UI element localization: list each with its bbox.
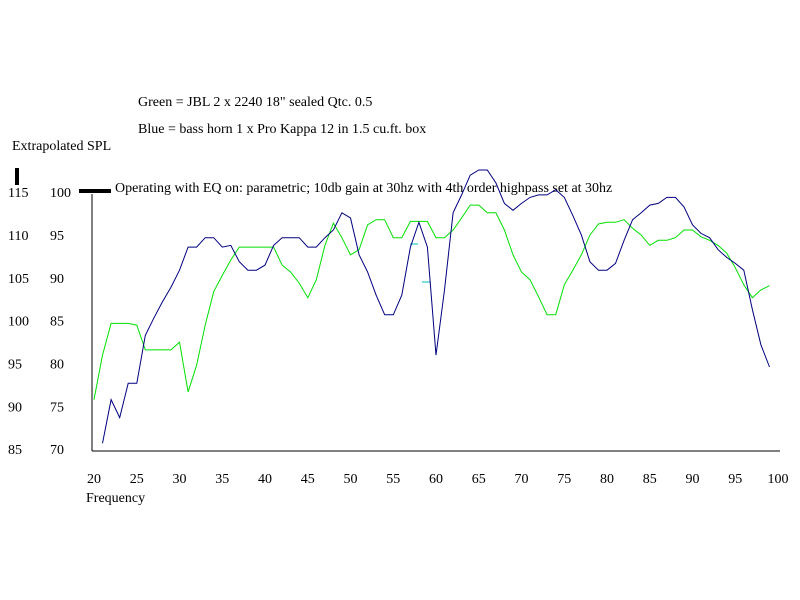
y2-tick-label: 105 <box>8 272 29 287</box>
x-tick-label: 55 <box>386 472 400 487</box>
x-tick-label: 40 <box>258 472 272 487</box>
chart-subtitle: Blue = bass horn 1 x Pro Kappa 12 in 1.5… <box>138 122 426 137</box>
x-tick-label: 65 <box>472 472 486 487</box>
y2-tick-label: 115 <box>8 186 28 201</box>
x-tick-label: 50 <box>344 472 358 487</box>
x-tick-label: 70 <box>515 472 529 487</box>
x-tick-label: 75 <box>557 472 571 487</box>
y-tick-label: 75 <box>50 400 64 415</box>
series-line <box>102 169 770 444</box>
y-tick-label: 80 <box>50 358 64 373</box>
y-tick-label: 85 <box>50 315 64 330</box>
y-tick-label: 90 <box>50 272 64 287</box>
x-tick-label: 90 <box>686 472 700 487</box>
chart-title: Green = JBL 2 x 2240 18" sealed Qtc. 0.5 <box>138 95 372 110</box>
x-tick-label: 80 <box>600 472 614 487</box>
y2-tick-label: 95 <box>8 358 22 373</box>
x-axis-label: Frequency <box>86 491 145 506</box>
y-axis-label: Extrapolated SPL <box>12 139 111 154</box>
y2-tick-label: 100 <box>8 315 29 330</box>
y2-tick-label: 110 <box>8 229 28 244</box>
x-tick-label: 100 <box>768 472 789 487</box>
x-tick-label: 20 <box>87 472 101 487</box>
annotation: Operating with EQ on: parametric; 10db g… <box>115 181 612 196</box>
y-tick-label: 95 <box>50 229 64 244</box>
y-tick-label: 100 <box>50 186 71 201</box>
y2-tick-label: 90 <box>8 400 22 415</box>
series-line <box>93 204 770 400</box>
x-tick-label: 85 <box>643 472 657 487</box>
y2-tick-label: 85 <box>8 443 22 458</box>
x-tick-label: 25 <box>130 472 144 487</box>
x-tick-label: 45 <box>301 472 315 487</box>
y-tick-label: 70 <box>50 443 64 458</box>
x-tick-label: 60 <box>429 472 443 487</box>
x-tick-label: 35 <box>215 472 229 487</box>
x-tick-label: 95 <box>728 472 742 487</box>
x-tick-label: 30 <box>173 472 187 487</box>
